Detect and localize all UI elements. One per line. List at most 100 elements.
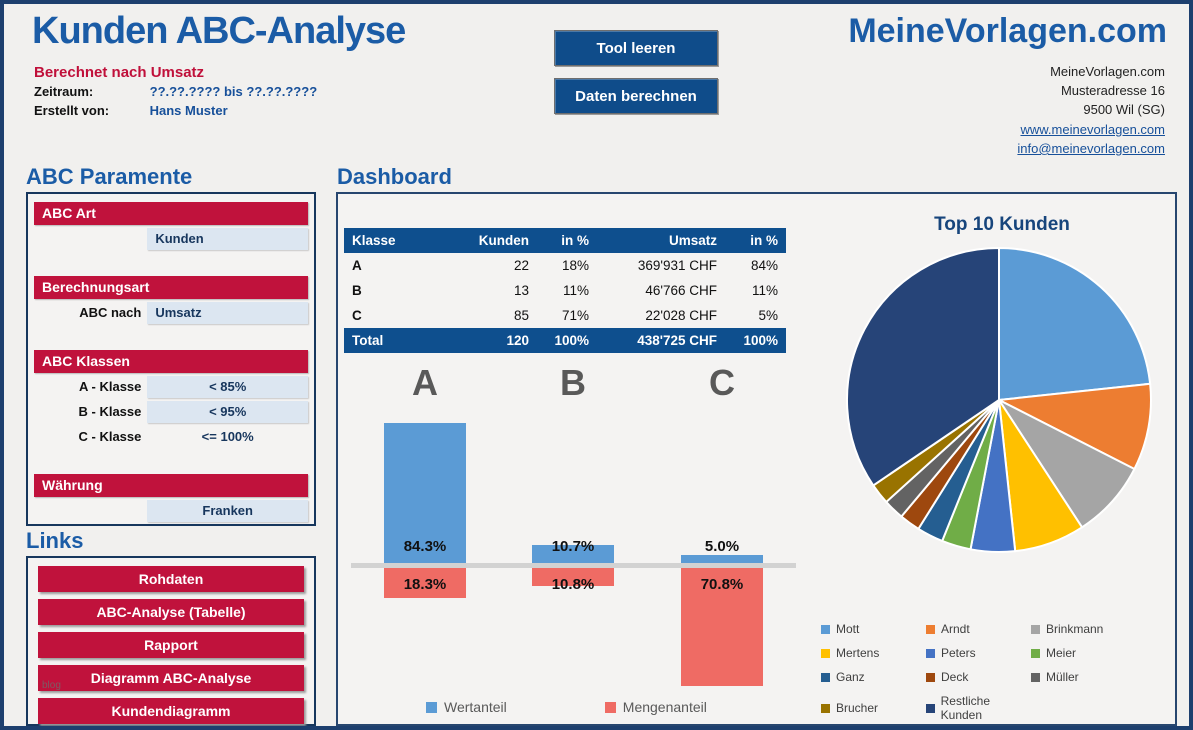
brand-email-link[interactable]: info@meinevorlagen.com — [1017, 141, 1165, 156]
legend-item-brinkmann: Brinkmann — [1031, 622, 1171, 636]
legend-item-meier: Meier — [1031, 646, 1171, 660]
legend-label: Wertanteil — [444, 699, 507, 715]
link-button-rapport[interactable]: Rapport — [38, 632, 304, 658]
table-cell: 369'931 CHF — [637, 258, 717, 273]
legend-item-ganz: Ganz — [821, 670, 926, 684]
bar-wertanteil-c — [681, 555, 763, 563]
legend-swatch — [926, 648, 935, 658]
param-label — [34, 228, 147, 250]
legend-swatch — [926, 672, 935, 682]
param-row: A - Klasse < 85% — [34, 376, 308, 398]
legend-label: Mengenanteil — [622, 699, 707, 715]
param-section-header: Berechnungsart — [34, 276, 308, 299]
table-cell: A — [352, 258, 362, 273]
pie-chart-title: Top 10 Kunden — [934, 214, 1070, 235]
table-cell: 100% — [537, 328, 597, 353]
legend-item-peters: Peters — [926, 646, 1031, 660]
table-cell: 85 — [513, 308, 529, 323]
param-section-abc-art: ABC Art Kunden — [34, 202, 308, 250]
legend-swatch — [821, 648, 830, 658]
legend-label: Brucher — [836, 701, 879, 715]
table-column-header: in % — [537, 228, 597, 253]
links-heading: Links — [26, 528, 84, 553]
param-value-cell[interactable]: Umsatz — [147, 302, 308, 324]
bar-value-label: 5.0% — [704, 538, 740, 555]
param-value-cell[interactable]: < 85% — [147, 376, 308, 398]
field-zeitraum-value[interactable]: ??.??.???? bis ??.??.???? — [149, 84, 318, 99]
param-section-w-hrung: Währung Franken — [34, 474, 308, 522]
legend-swatch — [926, 703, 935, 713]
field-zeitraum-label: Zeitraum: — [34, 84, 94, 99]
param-label: ABC nach — [79, 305, 142, 320]
param-section-header: ABC Art — [34, 202, 308, 225]
bar-value-label: 10.8% — [551, 576, 595, 593]
brand-address-line: MeineVorlagen.com — [1050, 64, 1165, 79]
brand-address-line: 9500 Wil (SG) — [1083, 102, 1165, 117]
link-button-kundendiagramm[interactable]: Kundendiagramm — [38, 698, 304, 724]
legend-item-arndt: Arndt — [926, 622, 1031, 636]
param-value-cell: <= 100% — [201, 429, 254, 444]
param-value-cell[interactable]: Kunden — [147, 228, 308, 250]
legend-label: Mott — [836, 622, 860, 636]
param-value-cell[interactable]: Franken — [147, 500, 308, 522]
pie-slice-mott — [998, 246, 1152, 402]
brand-address-line: Musteradresse 16 — [1060, 83, 1165, 98]
legend-swatch — [926, 624, 935, 634]
table-cell: 120 — [432, 328, 537, 353]
table-cell: 22 — [513, 258, 529, 273]
tool-leeren-button[interactable]: Tool leeren — [554, 30, 718, 66]
legend-label: Peters — [941, 646, 976, 660]
dashboard-panel: Klasse Kunden in % Umsatz in % A 22 18% 369'931… — [336, 192, 1177, 726]
table-column-header: Klasse — [344, 228, 432, 253]
bar-value-label: 10.7% — [551, 538, 595, 555]
field-erstellt-von-value[interactable]: Hans Muster — [149, 103, 228, 118]
param-label: C - Klasse — [78, 429, 142, 444]
table-row: C 85 71% 22'028 CHF 5% — [344, 303, 786, 328]
table-cell: 13 — [513, 283, 529, 298]
link-button-diagramm-abc-analyse[interactable]: Diagramm ABC-Analyse — [38, 665, 304, 691]
pie-slice-restliche-kunden — [845, 246, 1000, 487]
daten-berechnen-button[interactable]: Daten berechnen — [554, 78, 718, 114]
param-label: A - Klasse — [79, 379, 142, 394]
table-header-row: Klasse Kunden in % Umsatz in % — [344, 228, 786, 253]
bar-value-label: 18.3% — [403, 576, 447, 593]
pie-chart-legend: Mott Arndt Brinkmann Mertens Peters Meier Ganz… — [821, 622, 1171, 722]
legend-item-mott: Mott — [821, 622, 926, 636]
legend-label: Arndt — [941, 622, 970, 636]
legend-item-mengenanteil: Mengenanteil — [604, 699, 707, 715]
legend-swatch — [1031, 648, 1040, 658]
table-cell: B — [352, 283, 362, 298]
brand-website-link[interactable]: www.meinevorlagen.com — [1020, 122, 1165, 137]
legend-swatch — [604, 701, 616, 713]
table-cell: 5% — [758, 308, 778, 323]
table-cell: 84% — [750, 258, 778, 273]
param-section-abc-klassen: ABC Klassen A - Klasse < 85% B - Klasse < 95… — [34, 350, 308, 448]
link-button-abc-analyse-tabelle-[interactable]: ABC-Analyse (Tabelle) — [38, 599, 304, 625]
link-button-rohdaten[interactable]: Rohdaten — [38, 566, 304, 592]
pie-slice-arndt — [995, 382, 1152, 471]
table-cell: 46'766 CHF — [645, 283, 717, 298]
table-row: B 13 11% 46'766 CHF 11% — [344, 278, 786, 303]
legend-item-mertens: Mertens — [821, 646, 926, 660]
legend-label: Ganz — [836, 670, 865, 684]
table-cell: 11% — [562, 283, 589, 298]
table-cell: Total — [344, 328, 432, 353]
legend-swatch — [821, 703, 830, 713]
legend-item-brucher: Brucher — [821, 694, 926, 722]
parameters-heading: ABC Paramente — [26, 164, 193, 189]
legend-label: Mertens — [836, 646, 880, 660]
legend-swatch — [1031, 624, 1040, 634]
bar-category-letter: B — [560, 362, 586, 403]
brand-title: MeineVorlagen.com — [848, 12, 1167, 50]
watermark-text: blog — [42, 680, 61, 691]
table-cell: 18% — [561, 258, 589, 273]
legend-item-wertanteil: Wertanteil — [426, 699, 507, 715]
dashboard-heading: Dashboard — [337, 164, 452, 189]
legend-label: Müller — [1046, 670, 1079, 684]
param-section-header: Währung — [34, 474, 308, 497]
param-section-header: ABC Klassen — [34, 350, 308, 373]
page-title: Kunden ABC-Analyse — [32, 10, 406, 52]
table-total-row: Total 120 100% 438'725 CHF 100% — [344, 328, 786, 353]
param-value-cell[interactable]: < 95% — [147, 401, 308, 423]
